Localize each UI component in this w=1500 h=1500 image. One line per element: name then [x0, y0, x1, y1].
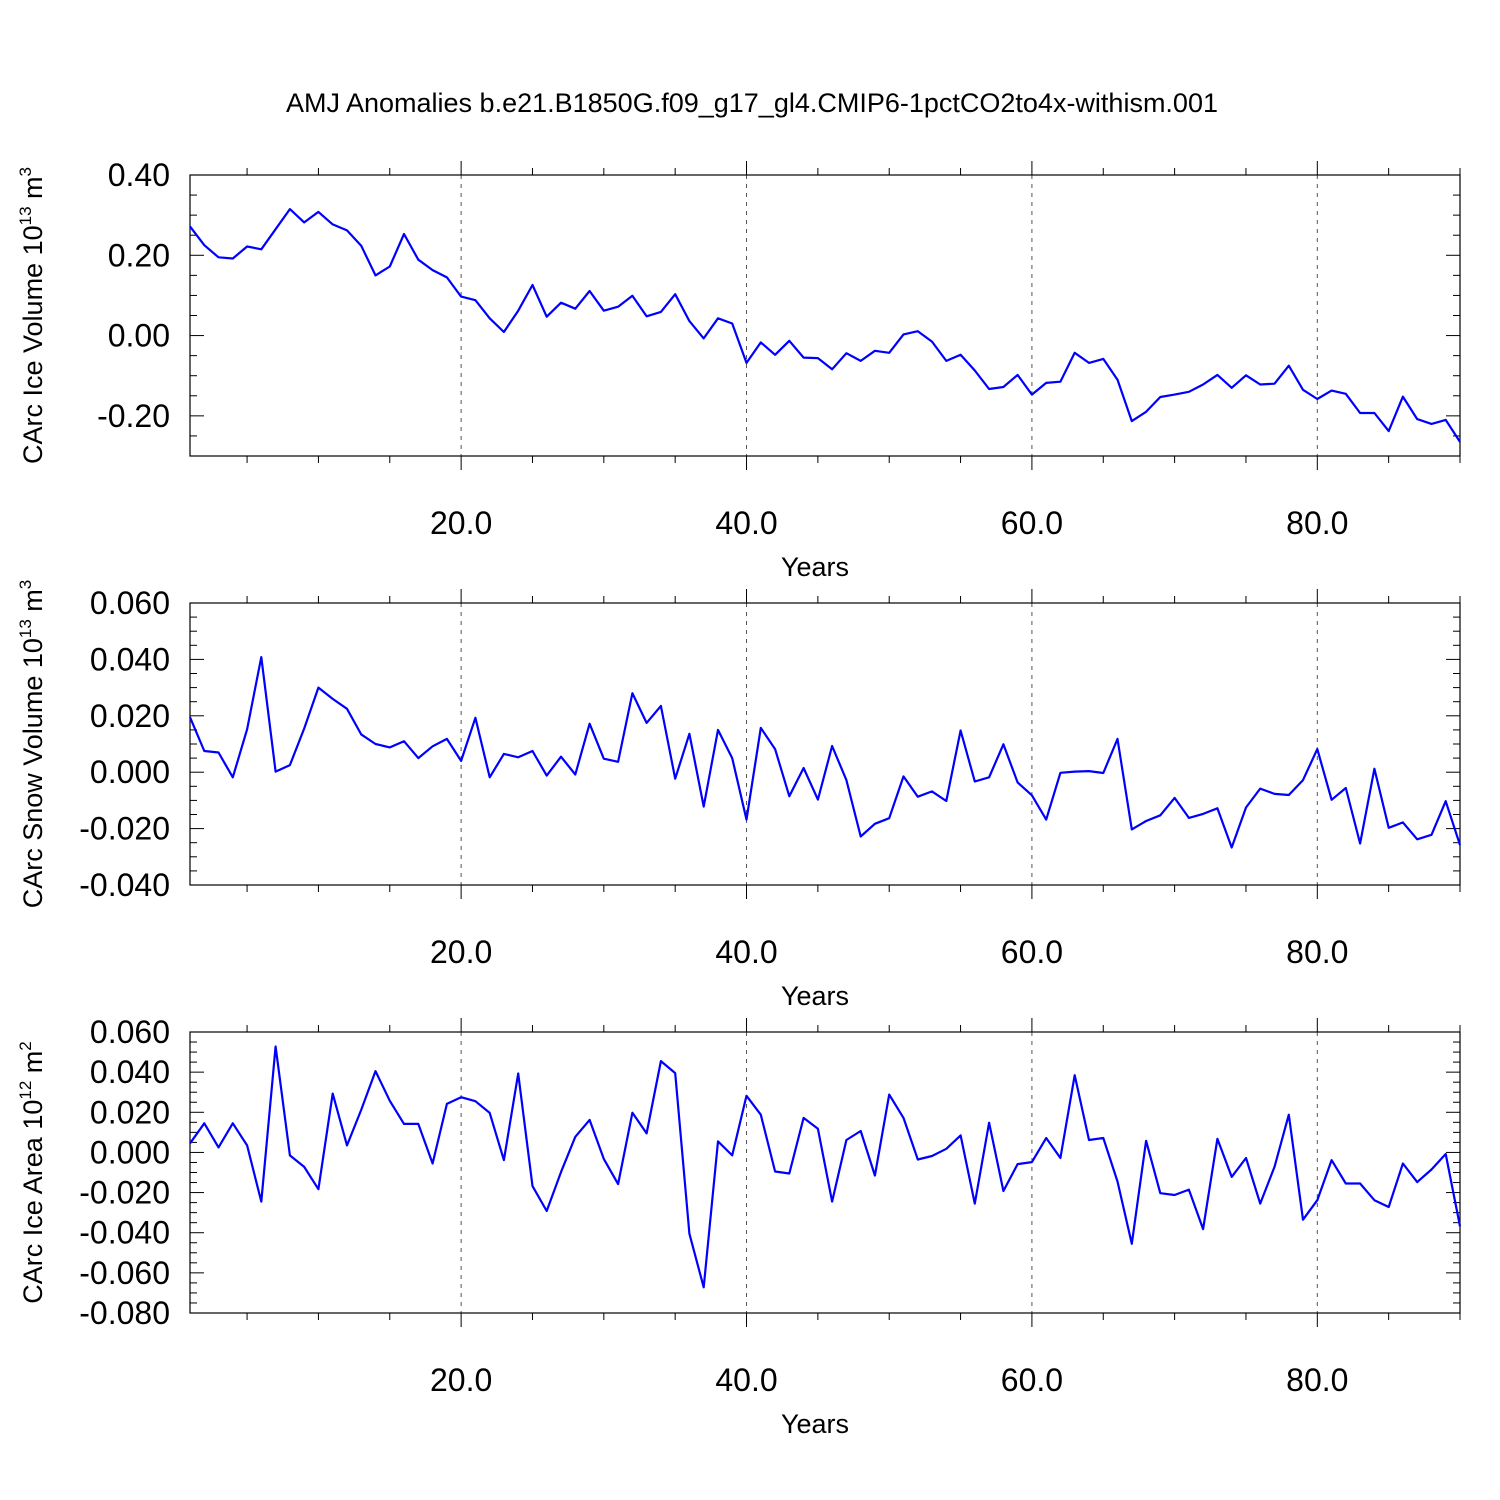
y-tick-label: 0.000 [90, 754, 170, 790]
y-tick-label: 0.000 [90, 1134, 170, 1170]
x-axis-label: Years [781, 1409, 849, 1439]
y-axis-label-unit: m [18, 1051, 48, 1081]
y-tick-label: 0.060 [90, 1014, 170, 1050]
y-tick-label: -0.080 [79, 1295, 170, 1331]
y-axis-label: CArc Ice Volume 1013 m3 [16, 167, 48, 464]
y-tick-label: 0.040 [90, 641, 170, 677]
x-tick-label: 60.0 [1001, 1362, 1063, 1398]
y-tick-label: -0.20 [97, 398, 170, 434]
x-tick-label: 80.0 [1286, 505, 1348, 541]
y-axis-label-text: CArc Snow Volume 10 [18, 638, 48, 908]
x-tick-label: 20.0 [430, 505, 492, 541]
chart-panel-1: 0.40 0.20 0.00 -0.20 20.0 40.0 60.0 80.0 Years CA… [16, 157, 1461, 582]
x-axis-label: Years [781, 981, 849, 1011]
x-tick-label: 20.0 [430, 934, 492, 970]
x-tick-label: 80.0 [1286, 1362, 1348, 1398]
x-tick-label: 80.0 [1286, 934, 1348, 970]
y-axis-label-unit-exponent: 3 [16, 580, 35, 589]
y-tick-label: 0.040 [90, 1054, 170, 1090]
y-tick-label: 0.00 [108, 318, 170, 354]
y-axis-label-exponent: 13 [16, 206, 35, 225]
x-tick-label: 60.0 [1001, 934, 1063, 970]
y-axis-label-text: CArc Ice Area 10 [18, 1100, 48, 1304]
y-tick-label: -0.020 [79, 1175, 170, 1211]
series-line [189, 1045, 1462, 1289]
x-tick-label: 40.0 [715, 934, 777, 970]
y-axis-label-unit: m [18, 589, 48, 619]
y-axis-label-unit-exponent: 2 [16, 1041, 35, 1050]
y-tick-label: 0.20 [108, 237, 170, 273]
x-tick-label: 60.0 [1001, 505, 1063, 541]
y-axis-label-exponent: 13 [16, 619, 35, 638]
y-axis-label-text: CArc Ice Volume 10 [18, 225, 48, 464]
x-tick-label: 40.0 [715, 1362, 777, 1398]
y-tick-label: 0.40 [108, 157, 170, 193]
chart-panel-3: 0.060 0.040 0.020 0.000 -0.020 -0.040 -0.060 -0… [16, 1014, 1462, 1439]
plot-frame [189, 602, 1461, 886]
y-tick-label: 0.060 [90, 585, 170, 621]
y-axis-label-exponent: 12 [16, 1081, 35, 1100]
y-tick-label: 0.020 [90, 1094, 170, 1130]
figure-title: AMJ Anomalies b.e21.B1850G.f09_g17_gl4.C… [286, 88, 1218, 118]
y-axis-label-unit: m [18, 176, 48, 206]
y-tick-label: -0.040 [79, 1215, 170, 1251]
y-tick-label: 0.020 [90, 698, 170, 734]
x-tick-label: 40.0 [715, 505, 777, 541]
series-line [188, 655, 1462, 849]
y-axis-label-unit-exponent: 3 [16, 167, 35, 176]
chart-panels: 0.40 0.20 0.00 -0.20 20.0 40.0 60.0 80.0 Years CA… [16, 157, 1462, 1439]
y-axis-label: CArc Snow Volume 1013 m3 [16, 580, 48, 909]
y-axis-label: CArc Ice Area 1012 m2 [16, 1041, 48, 1304]
x-tick-label: 20.0 [430, 1362, 492, 1398]
y-tick-label: -0.060 [79, 1255, 170, 1291]
chart-panel-2: 0.060 0.040 0.020 0.000 -0.020 -0.040 20.0 40.0… [16, 580, 1462, 1011]
y-tick-label: -0.040 [79, 867, 170, 903]
plot-frame [189, 174, 1461, 457]
plot-frame [189, 1031, 1461, 1314]
y-tick-label: -0.020 [79, 811, 170, 847]
x-axis-label: Years [781, 552, 849, 582]
series-line [189, 208, 1461, 443]
